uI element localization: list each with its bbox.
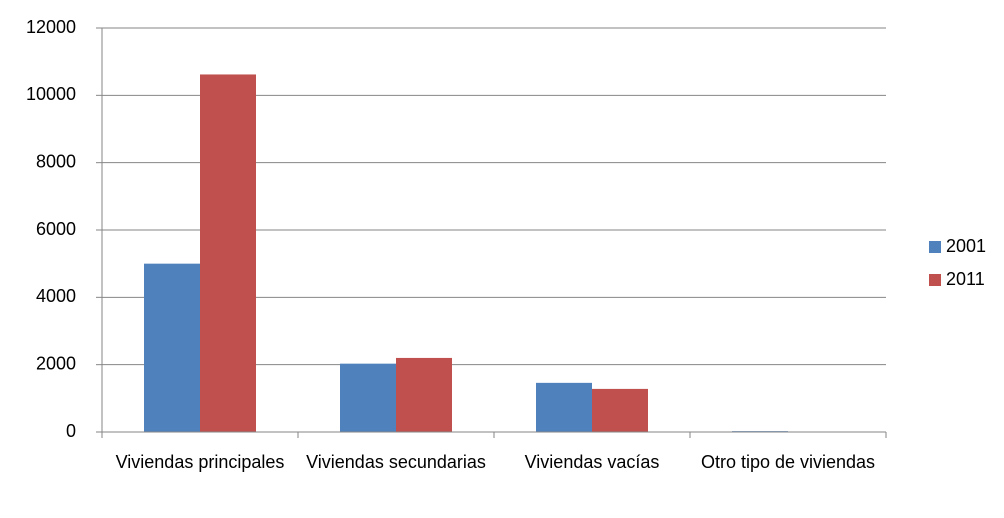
x-tick-label-box: Viviendas principales [115, 452, 285, 472]
x-tick-label: Viviendas vacías [524, 452, 660, 472]
y-tick-label: 2000 [36, 353, 76, 373]
y-tick-label: 0 [66, 421, 76, 441]
y-tick-label: 4000 [36, 286, 76, 306]
x-tick-label: Viviendas principales [115, 452, 285, 472]
bar [340, 363, 396, 432]
bar [536, 382, 592, 432]
legend-label: 2001 [946, 236, 986, 256]
x-tick-label-box: Otro tipo de viviendas [700, 452, 876, 472]
legend-swatch [929, 241, 941, 253]
y-tick-label: 6000 [36, 219, 76, 239]
x-tick-label: Otro tipo de viviendas [700, 452, 876, 472]
bar [200, 74, 256, 433]
legend-label: 2011 [946, 269, 985, 289]
x-tick-label: Viviendas secundarias [306, 452, 486, 472]
y-tick-label: 10000 [26, 84, 76, 104]
y-tick-label: 8000 [36, 151, 76, 171]
x-tick-label-box: Viviendas vacías [524, 452, 660, 472]
bar [396, 357, 452, 432]
x-tick-label-box: Viviendas secundarias [306, 452, 486, 472]
y-tick-label: 12000 [26, 17, 76, 37]
legend-swatch [929, 274, 941, 286]
bar [144, 263, 200, 432]
bar [592, 388, 648, 432]
